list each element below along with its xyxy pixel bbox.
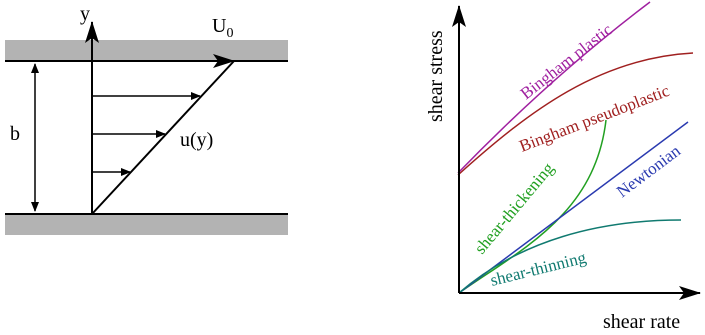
curve-shear-thinning xyxy=(458,219,682,294)
bottom-plate xyxy=(5,214,288,235)
rheology-chart: shear rate shear stress Bingham plastic … xyxy=(425,1,701,333)
gap-label: b xyxy=(10,123,20,145)
profile-label: u(y) xyxy=(180,129,213,151)
label-bingham-plastic: Bingham plastic xyxy=(517,20,616,104)
curve-bingham-plastic xyxy=(457,1,651,174)
x-axis-label: shear rate xyxy=(603,311,680,333)
y-axis-label: y xyxy=(80,3,90,25)
top-plate xyxy=(5,40,288,61)
velocity-label: U0 xyxy=(212,15,233,41)
curve-bingham-pseudoplastic xyxy=(457,52,694,176)
label-shear-thinning: shear-thinning xyxy=(488,248,588,290)
curve-newtonian xyxy=(458,121,689,294)
label-newtonian: Newtonian xyxy=(613,141,684,201)
couette-flow-diagram: y U0 u(y) b xyxy=(5,3,288,235)
y-axis-label-rheology: shear stress xyxy=(425,30,447,122)
velocity-subscript: 0 xyxy=(226,26,233,41)
curve-shear-thickening xyxy=(458,119,607,294)
